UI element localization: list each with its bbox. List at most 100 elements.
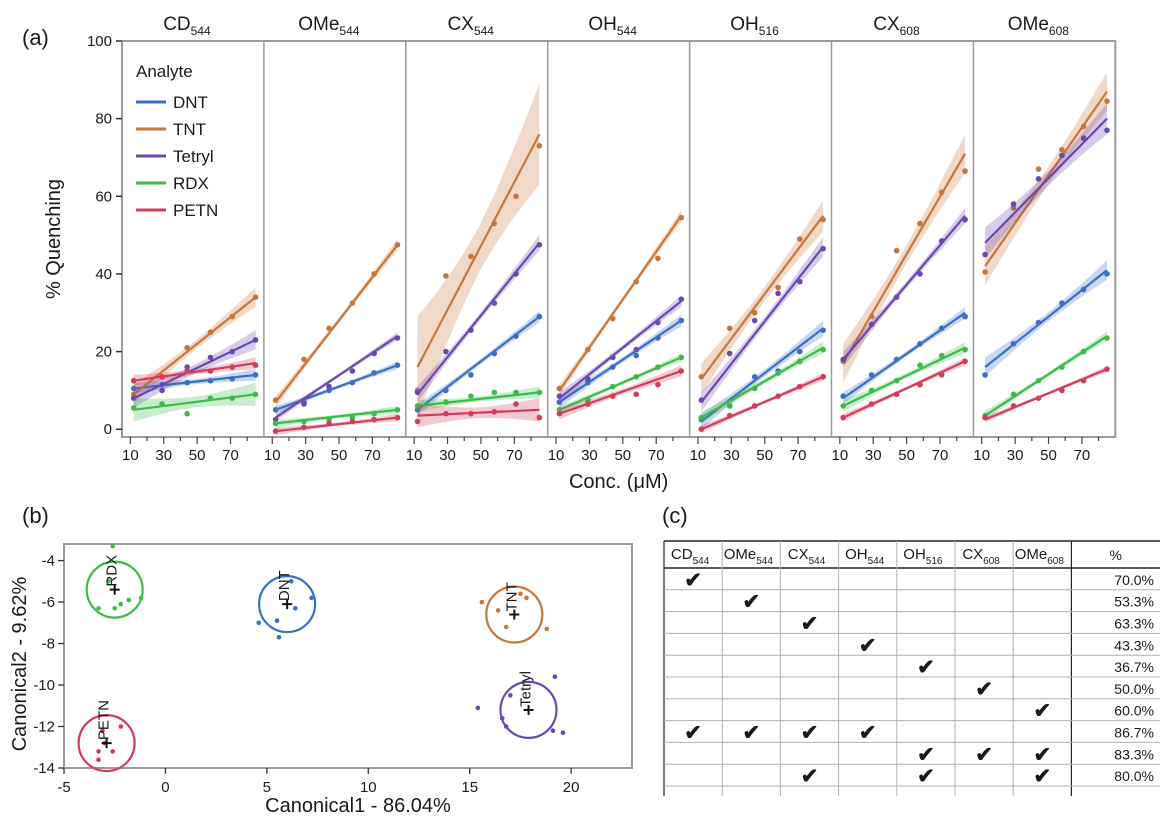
data-point-rdx xyxy=(371,410,377,417)
x-tick-label: 70 xyxy=(932,447,949,464)
checkmark-icon: ✔ xyxy=(859,722,877,745)
x-tick-label: 20 xyxy=(563,779,580,796)
data-point-tetryl xyxy=(917,271,923,277)
scatter-point-dnt xyxy=(309,595,314,601)
data-point-rdx xyxy=(159,401,165,407)
data-point-petn xyxy=(184,368,190,374)
table-cell-percent: 60.0% xyxy=(1114,703,1154,719)
scatter-point-rdx xyxy=(118,601,124,607)
table-row: ✔ 50.0% xyxy=(975,678,1154,701)
data-point-petn xyxy=(1059,387,1065,394)
fit-line-tetryl xyxy=(274,335,399,419)
line-panel-ome-608: OMe608 10 30 50 70 xyxy=(973,14,1110,464)
data-point-tetryl xyxy=(556,393,563,400)
data-point-tetryl xyxy=(820,245,826,252)
data-point-rdx xyxy=(326,416,332,423)
legend-label-dnt: DNT xyxy=(173,93,208,112)
scatter-point-petn xyxy=(110,749,115,754)
data-point-rdx xyxy=(893,377,900,384)
cluster-label-rdx: RDX xyxy=(104,555,121,587)
x-tick-label: 50 xyxy=(331,447,348,464)
scatter-point-petn xyxy=(118,724,124,729)
data-point-dnt xyxy=(184,379,190,386)
data-point-tetryl xyxy=(229,348,235,355)
data-point-tnt xyxy=(633,278,639,285)
data-point-tetryl xyxy=(678,296,685,303)
x-tick-label: 50 xyxy=(898,447,915,464)
panel-b-label: (b) xyxy=(22,503,49,528)
data-point-dnt xyxy=(556,399,563,405)
x-tick-label: 0 xyxy=(161,779,169,796)
data-point-tnt xyxy=(893,247,900,254)
y-tick-label: 80 xyxy=(95,111,112,128)
x-tick-label: 10 xyxy=(690,447,707,464)
data-point-petn xyxy=(130,377,137,384)
data-point-tetryl xyxy=(585,376,591,382)
x-tick-label: 10 xyxy=(122,447,139,464)
y-axis-label: Canonical2 - 9.62% xyxy=(9,577,31,752)
data-point-tetryl xyxy=(491,300,498,306)
data-point-tnt xyxy=(272,397,279,403)
data-point-tetryl xyxy=(394,335,401,341)
data-point-rdx xyxy=(1010,391,1017,398)
data-point-petn xyxy=(371,416,377,423)
data-point-tnt xyxy=(349,300,356,306)
x-tick-label: 70 xyxy=(222,447,239,464)
data-point-dnt xyxy=(633,352,639,359)
table-row: ✔ 36.7% xyxy=(917,656,1154,679)
scatter-point-dnt xyxy=(288,579,294,584)
fit-line-petn xyxy=(133,362,256,382)
data-point-dnt xyxy=(893,356,900,363)
fit-line-dnt xyxy=(275,364,398,411)
scatter-point-rdx xyxy=(112,606,117,611)
data-point-tetryl xyxy=(468,327,474,334)
checkmark-icon: ✔ xyxy=(975,678,993,701)
table-row: ✔ 60.0% xyxy=(1033,700,1154,723)
y-tick-label: -4 xyxy=(42,553,55,570)
panel-title: OH544 xyxy=(588,14,637,38)
x-tick-label: 30 xyxy=(1007,447,1024,464)
fit-line-petn xyxy=(984,368,1108,421)
data-point-rdx xyxy=(272,420,279,427)
checkmark-icon: ✔ xyxy=(801,765,819,788)
checkmark-icon: ✔ xyxy=(684,569,702,592)
data-point-tnt xyxy=(1035,166,1042,172)
checkmark-icon: ✔ xyxy=(975,743,993,766)
y-axis-label: % Quenching xyxy=(43,179,65,299)
x-tick-label: 10 xyxy=(406,447,423,464)
data-point-petn xyxy=(207,368,214,374)
checkmark-icon: ✔ xyxy=(859,634,877,657)
x-tick-label: 30 xyxy=(865,447,882,464)
data-point-tnt xyxy=(678,214,685,221)
data-point-tnt xyxy=(513,193,519,200)
data-point-tnt xyxy=(536,143,543,149)
table-cell-percent: 63.3% xyxy=(1114,616,1154,632)
data-point-tetryl xyxy=(868,321,875,328)
line-panel-oh-516: OH516 10 30 50 70 xyxy=(690,14,826,464)
data-point-tnt xyxy=(868,313,875,320)
data-point-rdx xyxy=(938,352,945,359)
data-point-petn xyxy=(840,414,846,421)
scatter-point-tnt xyxy=(495,608,501,613)
data-point-tetryl xyxy=(301,401,307,407)
fit-line-petn xyxy=(842,360,966,419)
scatter-point-rdx xyxy=(126,597,132,603)
data-point-dnt xyxy=(1010,341,1017,347)
confidence-circle-rdx xyxy=(85,560,144,619)
fit-line-rdx xyxy=(558,356,682,411)
cluster-rdx: RDX xyxy=(85,543,144,619)
data-point-dnt xyxy=(272,407,279,413)
data-point-dnt xyxy=(229,376,235,382)
table-header-cx-544: CX544 xyxy=(788,546,826,567)
scatter-point-dnt xyxy=(293,606,298,611)
scatter-point-tnt xyxy=(518,591,523,597)
x-tick-label: 70 xyxy=(364,447,381,464)
fit-line-petn xyxy=(700,375,824,431)
data-point-tetryl xyxy=(414,389,421,396)
scatter-point-rdx xyxy=(96,606,101,611)
table-row: ✔ 70.0% xyxy=(684,569,1154,592)
table-row: ✔ ✔ ✔ ✔ 86.7% xyxy=(684,722,1154,745)
checkmark-icon: ✔ xyxy=(801,613,819,636)
data-point-petn xyxy=(491,409,498,415)
x-tick-label: 10 xyxy=(832,447,849,464)
